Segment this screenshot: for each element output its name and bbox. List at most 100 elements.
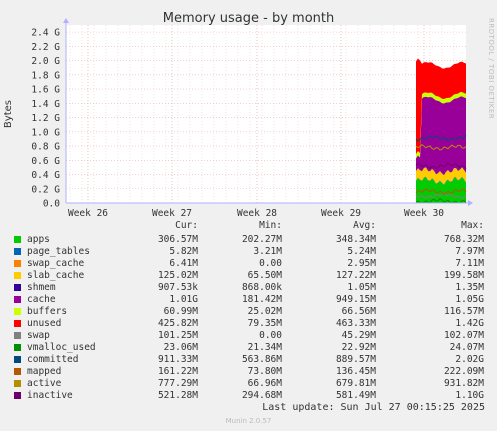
legend-min-value: 202.27M xyxy=(241,234,282,245)
y-tick-label: 0.0 xyxy=(43,199,60,210)
y-axis-arrow xyxy=(63,18,69,23)
legend-min-value: 3.21M xyxy=(253,246,282,257)
series-area-page_tables xyxy=(416,176,466,185)
y-tick-label: 2.4 G xyxy=(31,28,60,39)
legend-avg-value: 889.57M xyxy=(335,354,376,365)
legend-min-value: 73.80M xyxy=(247,366,282,377)
y-tick-label: 1.2 G xyxy=(31,113,60,124)
legend-min-value: 294.68M xyxy=(241,390,282,401)
legend-series-name: unused xyxy=(27,318,62,329)
legend-cur-value: 521.28M xyxy=(157,390,198,401)
legend-series-name: buffers xyxy=(27,306,68,317)
legend-avg-value: 66.56M xyxy=(341,306,376,317)
legend-row: mapped 161.22M 73.80M 136.45M 222.09M xyxy=(0,366,497,378)
legend-avg-value: 136.45M xyxy=(335,366,376,377)
legend-swatch xyxy=(14,392,21,399)
legend-header-cur: Cur: xyxy=(175,220,198,231)
y-tick-label: 1.6 G xyxy=(31,85,60,96)
legend-series-name: active xyxy=(27,378,62,389)
legend-series-name: shmem xyxy=(27,282,56,293)
legend-swatch xyxy=(14,332,21,339)
legend-cur-value: 161.22M xyxy=(157,366,198,377)
legend-avg-value: 463.33M xyxy=(335,318,376,329)
legend-max-value: 768.32M xyxy=(443,234,484,245)
legend-swatch xyxy=(14,296,21,303)
series-area-cache xyxy=(416,96,466,176)
legend-cur-value: 777.29M xyxy=(157,378,198,389)
legend-max-value: 199.58M xyxy=(443,270,484,281)
x-tick-label: Week 26 xyxy=(68,208,108,219)
chart-title: Memory usage - by month xyxy=(162,11,335,26)
legend-row: slab_cache 125.02M 65.50M 127.22M 199.58M xyxy=(0,270,497,282)
legend-cur-value: 125.02M xyxy=(157,270,198,281)
legend-max-value: 24.07M xyxy=(449,342,484,353)
legend-max-value: 116.57M xyxy=(443,306,484,317)
legend-row: cache 1.01G 181.42M 949.15M 1.05G xyxy=(0,294,497,306)
series-area-slab_cache xyxy=(416,167,466,185)
legend-min-value: 0.00 xyxy=(259,258,282,269)
legend-max-value: 931.82M xyxy=(443,378,484,389)
legend-row: apps 306.57M 202.27M 348.34M 768.32M xyxy=(0,234,497,246)
series-line-inactive xyxy=(415,162,467,170)
legend-min-value: 868.00k xyxy=(241,282,282,293)
legend-swatch xyxy=(14,380,21,387)
legend-swatch xyxy=(14,356,21,363)
legend-series-name: swap_cache xyxy=(27,258,85,269)
memory-chart: 0.0 0.2 G 0.4 G 0.6 G 0.8 G 1.0 G 1.2 G 1.4 G 1.… xyxy=(31,18,473,219)
legend-cur-value: 6.41M xyxy=(169,258,198,269)
legend-max-value: 7.11M xyxy=(455,258,484,269)
legend-header-avg: Avg: xyxy=(353,220,376,231)
series-line-active xyxy=(415,143,467,151)
legend-max-value: 7.97M xyxy=(455,246,484,257)
y-tick-label: 0.6 G xyxy=(31,156,60,167)
y-tick-label: 0.2 G xyxy=(31,184,60,195)
legend-swatch xyxy=(14,260,21,267)
legend-header-min: Min: xyxy=(259,220,282,231)
legend-series-name: mapped xyxy=(27,366,62,377)
munin-version: Munin 2.0.57 xyxy=(225,417,272,425)
legend-series-name: cache xyxy=(27,294,56,305)
series-area-swap_cache xyxy=(416,176,466,185)
legend-min-value: 65.50M xyxy=(247,270,282,281)
legend-row: shmem 907.53k 868.00k 1.05M 1.35M xyxy=(0,282,497,294)
legend-row: committed 911.33M 563.86M 889.57M 2.02G xyxy=(0,354,497,366)
legend-row: vmalloc_used 23.06M 21.34M 22.92M 24.07M xyxy=(0,342,497,354)
plot-area xyxy=(66,25,466,203)
legend-min-value: 563.86M xyxy=(241,354,282,365)
y-tick-label: 2.2 G xyxy=(31,42,60,53)
legend-avg-value: 45.29M xyxy=(341,330,376,341)
y-tick-label: 1.8 G xyxy=(31,70,60,81)
rrdtool-credit: RRDTOOL / TOBI OETIKER xyxy=(487,18,495,120)
legend-avg-value: 949.15M xyxy=(335,294,376,305)
legend-cur-value: 101.25M xyxy=(157,330,198,341)
legend-series-name: vmalloc_used xyxy=(27,342,96,353)
legend-row: swap_cache 6.41M 0.00 2.95M 7.11M xyxy=(0,258,497,270)
legend-series-name: committed xyxy=(27,354,79,365)
legend-cur-value: 907.53k xyxy=(157,282,198,293)
legend-max-value: 1.35M xyxy=(455,282,484,293)
legend-series-name: inactive xyxy=(27,390,73,401)
legend-max-value: 2.02G xyxy=(455,354,484,365)
legend-max-value: 222.09M xyxy=(443,366,484,377)
y-tick-label: 1.4 G xyxy=(31,99,60,110)
legend-series-name: page_tables xyxy=(27,246,90,257)
legend-cur-value: 425.82M xyxy=(157,318,198,329)
legend-row: active 777.29M 66.96M 679.81M 931.82M xyxy=(0,378,497,390)
legend-header-max: Max: xyxy=(461,220,484,231)
y-tick-label: 0.4 G xyxy=(31,170,60,181)
legend-row: page_tables 5.82M 3.21M 5.24M 7.97M xyxy=(0,246,497,258)
x-tick-label: Week 27 xyxy=(152,208,192,219)
legend-series-name: slab_cache xyxy=(27,270,85,281)
legend-max-value: 102.07M xyxy=(443,330,484,341)
legend-cur-value: 306.57M xyxy=(157,234,198,245)
x-tick-label: Week 30 xyxy=(404,208,444,219)
y-tick-label: 0.8 G xyxy=(31,142,60,153)
legend-min-value: 79.35M xyxy=(247,318,282,329)
y-tick-label: 2.0 G xyxy=(31,56,60,67)
legend-swatch xyxy=(14,248,21,255)
legend-row: swap 101.25M 0.00 45.29M 102.07M xyxy=(0,330,497,342)
legend-series-name: apps xyxy=(27,234,50,245)
series-line-swap xyxy=(415,192,467,200)
x-tick-label: Week 28 xyxy=(237,208,277,219)
legend-avg-value: 581.49M xyxy=(335,390,376,401)
